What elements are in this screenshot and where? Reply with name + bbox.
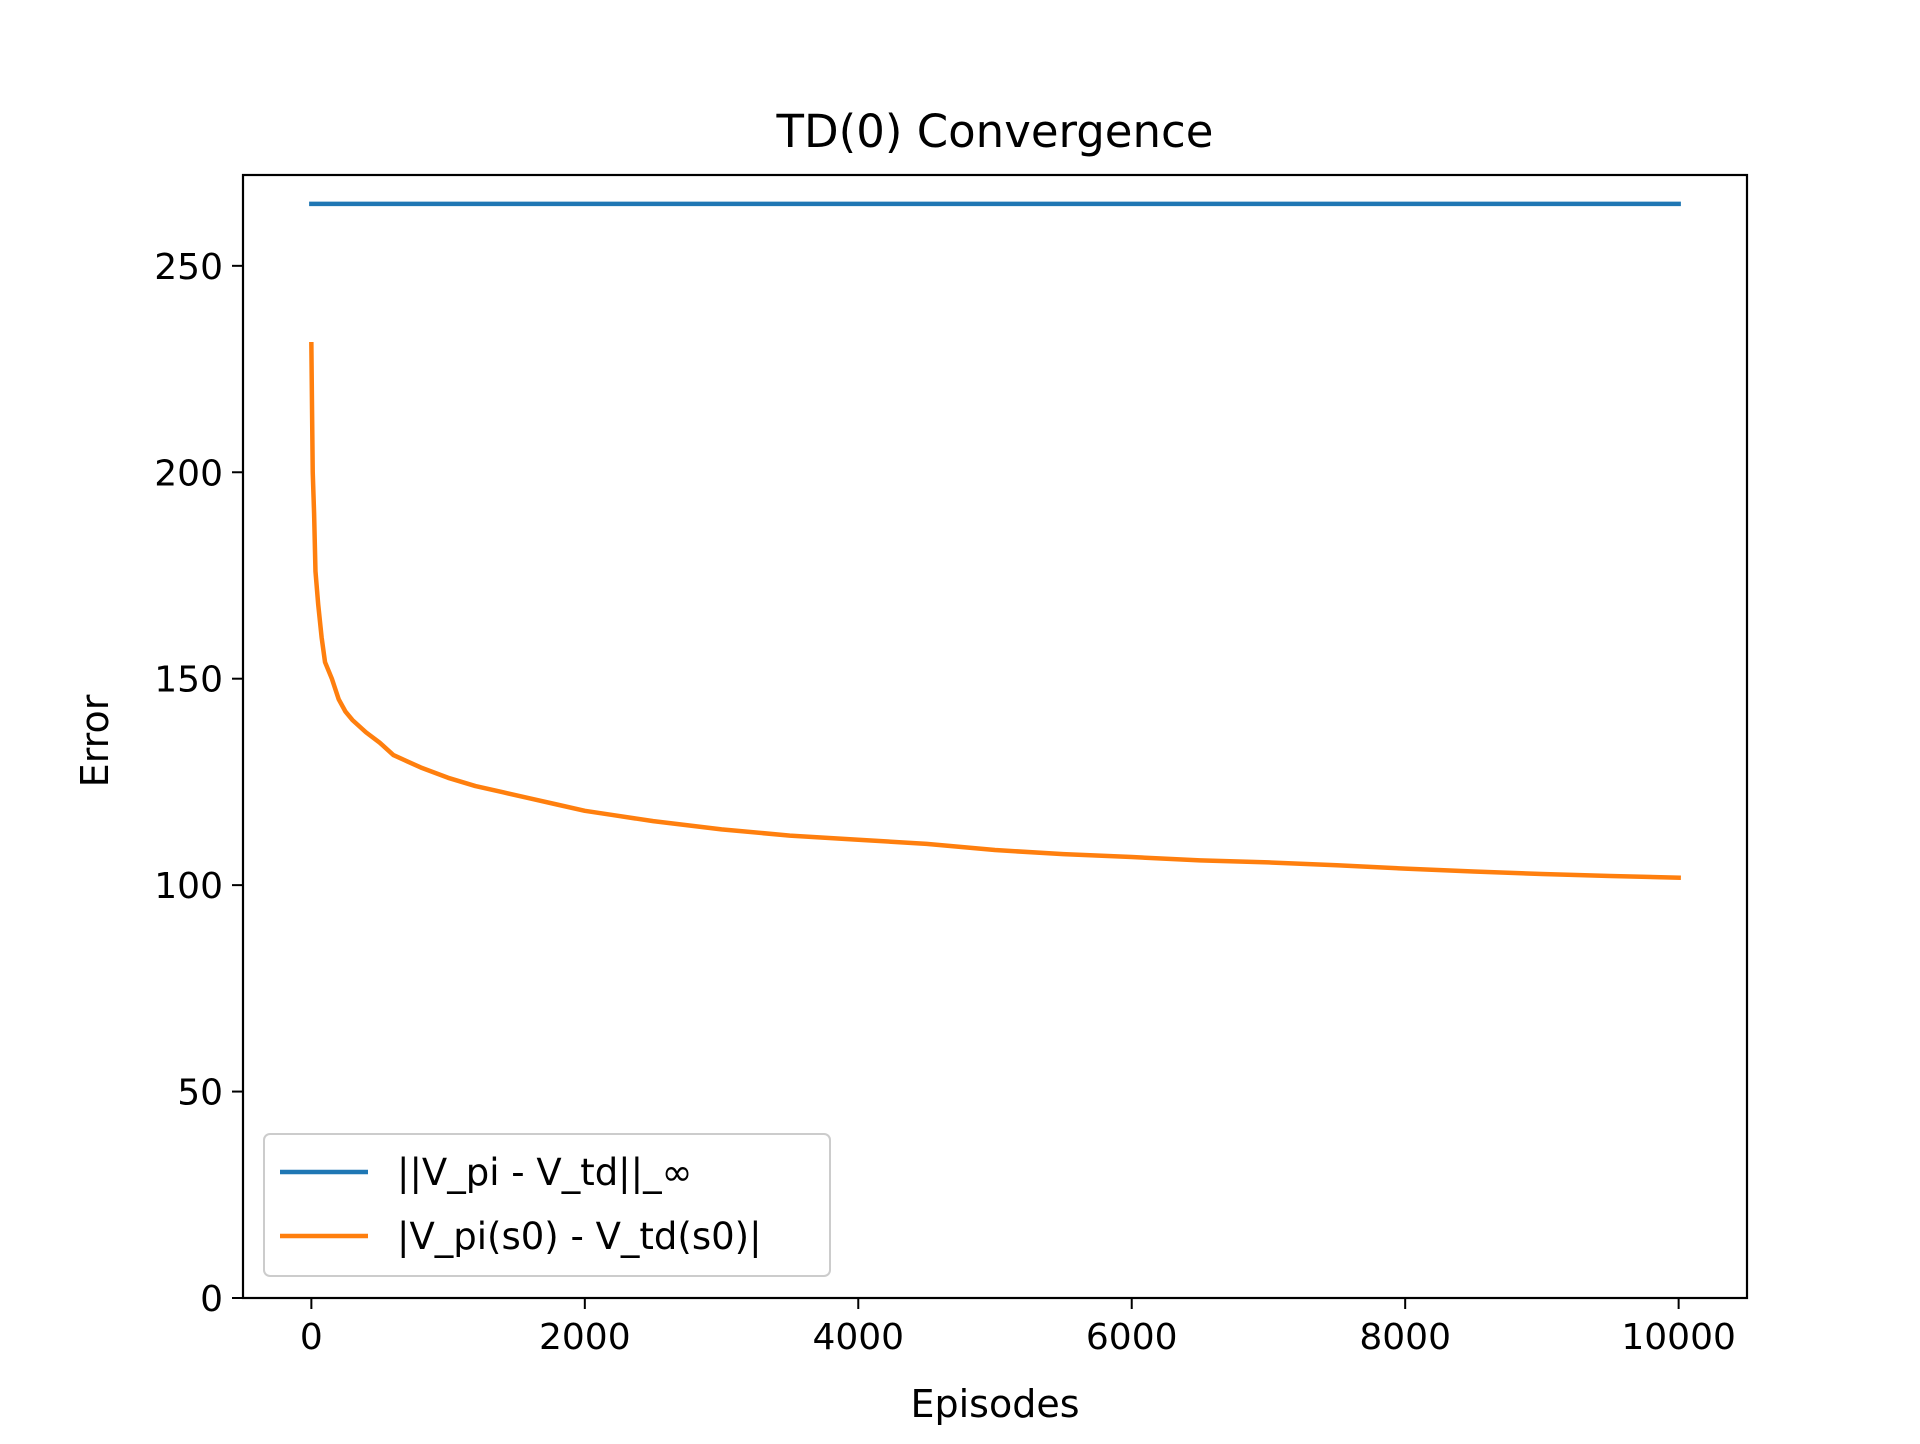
x-tick-label-10000: 10000 bbox=[1621, 1317, 1736, 1358]
axes: 0 2000 4000 6000 8000 10000 0 50 100 150 200 250 bbox=[154, 173, 1749, 1358]
x-tick-label-4000: 4000 bbox=[812, 1317, 904, 1358]
series-line-2 bbox=[309, 342, 1681, 881]
x-axis-label: Episodes bbox=[910, 1382, 1079, 1426]
legend-label-1: ||V_pi - V_td||_∞ bbox=[397, 1151, 692, 1194]
legend: ||V_pi - V_td||_∞ |V_pi(s0) - V_td(s0)| bbox=[263, 1133, 831, 1277]
legend-box bbox=[263, 1133, 831, 1277]
x-tick-label-8000: 8000 bbox=[1359, 1317, 1451, 1358]
plot-area bbox=[309, 201, 1681, 881]
y-axis-label: Error bbox=[73, 694, 117, 787]
x-tick-label-0: 0 bbox=[300, 1317, 323, 1358]
x-tick-label-2000: 2000 bbox=[539, 1317, 631, 1358]
chart-title: TD(0) Convergence bbox=[776, 105, 1214, 158]
y-tick-label-50: 50 bbox=[177, 1073, 223, 1114]
legend-label-2: |V_pi(s0) - V_td(s0)| bbox=[397, 1215, 762, 1258]
y-tick-label-0: 0 bbox=[200, 1279, 223, 1320]
y-tick-label-150: 150 bbox=[154, 660, 223, 701]
x-tick-label-6000: 6000 bbox=[1086, 1317, 1178, 1358]
y-tick-label-200: 200 bbox=[154, 453, 223, 494]
y-tick-label-250: 250 bbox=[154, 247, 223, 288]
axes-frame bbox=[241, 173, 1749, 1300]
y-tick-label-100: 100 bbox=[154, 866, 223, 907]
